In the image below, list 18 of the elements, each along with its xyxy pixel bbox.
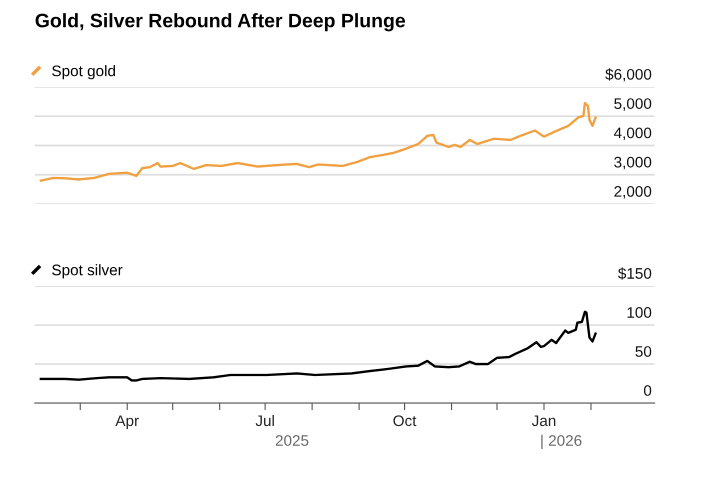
- y-tick-label: 4,000: [614, 127, 652, 140]
- legend-label: Spot gold: [52, 65, 115, 80]
- x-tick-label: Jul: [256, 414, 274, 426]
- text: 2025: [276, 435, 308, 446]
- x-tick-label: Jan: [532, 415, 556, 426]
- y-tick-label: $150: [618, 267, 652, 280]
- y-tick-label: 100: [628, 307, 652, 318]
- y-tick-label: 0: [644, 385, 652, 396]
- x-tick-label: Oct: [393, 415, 416, 426]
- legend-label: Spot silver: [52, 264, 122, 278]
- y-tick-label: 50: [635, 346, 652, 357]
- y-tick-label: 5,000: [614, 98, 652, 111]
- y-tick-label: 2,000: [614, 186, 652, 199]
- y-tick-label: 3,000: [614, 156, 652, 170]
- x-tick-label: Apr: [115, 415, 139, 430]
- y-tick-label: $6,000: [605, 68, 652, 82]
- chart-title: Gold, Silver Rebound After Deep Plunge: [36, 13, 406, 32]
- text: | 2026: [541, 434, 582, 450]
